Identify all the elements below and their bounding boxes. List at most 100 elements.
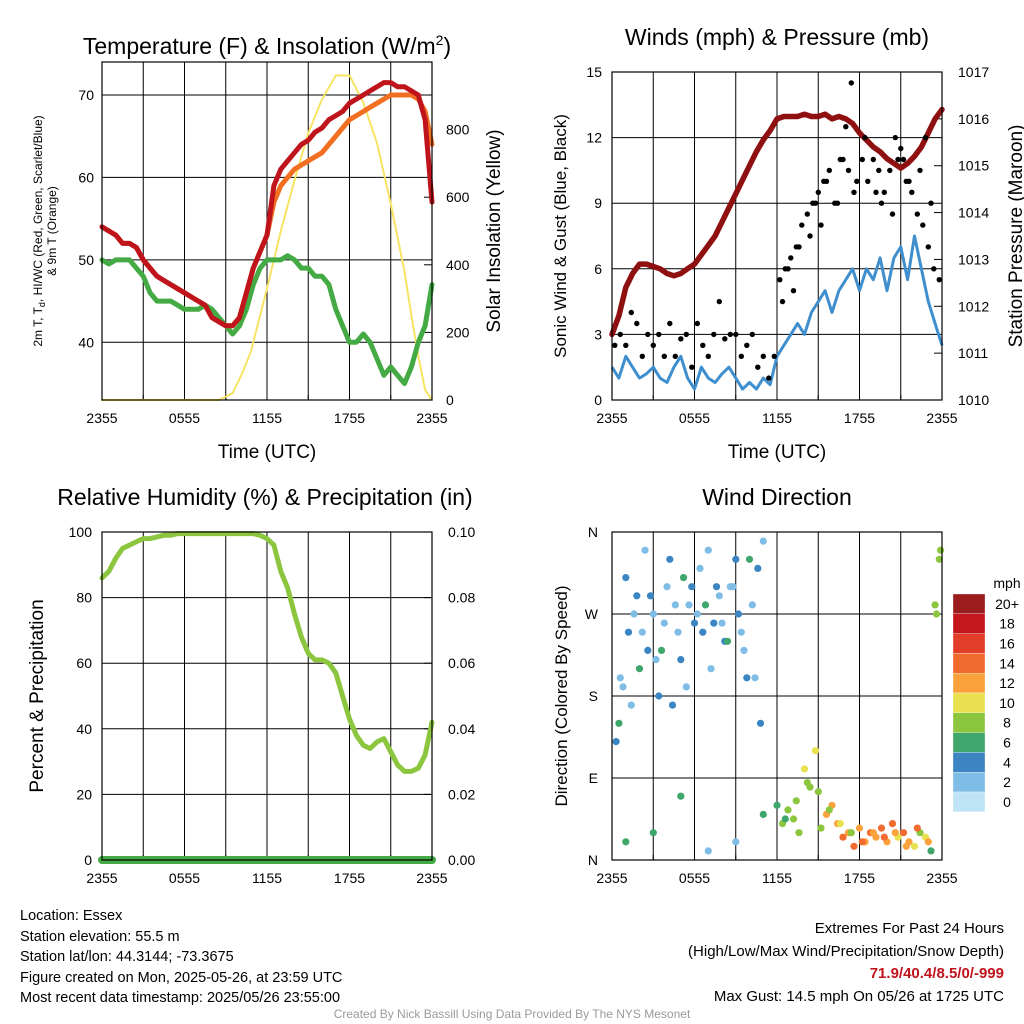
x-tick-label: 2355 <box>926 410 957 426</box>
direction-point <box>633 592 641 600</box>
y-right-tick-label: 1017 <box>958 64 989 80</box>
legend-label: 18 <box>999 616 1015 632</box>
direction-point <box>913 824 921 832</box>
direction-point <box>712 583 721 591</box>
y-right-tick-label: 1015 <box>958 158 989 174</box>
gust-point <box>925 244 931 250</box>
y-tick-label: 60 <box>78 169 94 185</box>
x-tick-label: 2355 <box>86 870 117 886</box>
y-label-part: , HI/WC (Red, Green, Scarlet/Blue) <box>31 115 45 302</box>
legend-swatch <box>952 633 986 654</box>
gust-point <box>705 353 711 359</box>
gust-point <box>785 266 791 272</box>
x-tick-label: 1755 <box>334 410 365 426</box>
direction-point <box>927 847 935 855</box>
y-right-tick-label: 0.10 <box>448 524 475 540</box>
legend-label: 16 <box>999 636 1015 652</box>
direction-point <box>932 610 941 618</box>
extremes-title: Extremes For Past 24 Hours <box>814 920 1004 937</box>
direction-point <box>729 583 737 591</box>
temperature-series-line <box>101 74 433 401</box>
gust-point <box>612 342 618 348</box>
direction-point <box>888 820 897 828</box>
legend-label: 4 <box>1003 754 1011 770</box>
direction-point <box>748 601 756 609</box>
gust-point <box>777 277 783 283</box>
gust-point <box>722 336 728 342</box>
direction-point <box>817 824 825 832</box>
x-tick-label: 0555 <box>169 410 200 426</box>
direction-point <box>814 788 822 796</box>
x-tick-label: 1755 <box>844 410 875 426</box>
gust-point <box>917 167 923 174</box>
gust-point <box>716 298 722 305</box>
direction-point <box>674 628 682 636</box>
x-tick-label: 0555 <box>679 410 710 426</box>
gust-point <box>851 189 857 195</box>
gust-point <box>936 277 942 283</box>
direction-point <box>638 628 646 636</box>
direction-point <box>696 564 704 573</box>
plot-frame <box>611 531 943 861</box>
legend-swatch <box>952 791 986 812</box>
gust-point <box>639 353 645 359</box>
direction-point <box>891 829 899 837</box>
y-tick-label: 100 <box>69 524 93 540</box>
direction-point <box>745 555 754 563</box>
direction-point <box>902 842 910 850</box>
credit-text: Created By Nick Bassill Using Data Provi… <box>333 1007 691 1021</box>
temperature-series-line <box>99 253 435 386</box>
y-tick-label: E <box>589 770 598 786</box>
y-tick-label: 12 <box>586 130 602 146</box>
title-superscript: 2 <box>436 32 444 48</box>
x-tick-label: 1155 <box>762 870 792 886</box>
gust-point <box>826 167 832 174</box>
gust-point <box>818 222 824 228</box>
direction-point <box>737 628 745 636</box>
gust-point <box>865 178 871 184</box>
direction-point <box>718 619 726 627</box>
direction-point <box>649 610 657 618</box>
y-axis-label-line2: & 9m T (Orange) <box>45 186 59 276</box>
legend-label: 10 <box>999 695 1015 711</box>
title-tail: ) <box>443 33 451 59</box>
gust-point <box>683 331 689 338</box>
gust-point <box>807 233 813 239</box>
direction-point <box>619 683 627 691</box>
direction-point <box>792 797 800 805</box>
created-text: Figure created on Mon, 2025-05-26, at 23… <box>20 969 343 986</box>
y-right-tick-label: 0 <box>446 392 454 408</box>
direction-point <box>666 555 674 563</box>
gust-point <box>749 331 755 338</box>
gust-point <box>788 255 794 261</box>
gust-point <box>906 178 912 184</box>
x-tick-label: 1155 <box>252 410 282 426</box>
wind-series-line <box>610 234 944 391</box>
gust-point <box>812 200 819 206</box>
gust-point <box>859 156 865 163</box>
max-gust-text: Max Gust: 14.5 mph On 05/26 at 1725 UTC <box>713 987 1004 1005</box>
y-right-tick-label: 0.08 <box>448 590 475 606</box>
gust-point <box>667 320 673 327</box>
direction-point <box>690 619 699 627</box>
direction-point <box>704 546 712 554</box>
legend-label: 14 <box>999 655 1015 671</box>
direction-point <box>627 701 635 709</box>
direction-point <box>652 656 660 664</box>
direction-point <box>734 610 743 618</box>
y-right-tick-label: 1011 <box>958 345 988 361</box>
direction-point <box>850 842 858 850</box>
gust-point <box>928 200 934 206</box>
gust-point <box>900 156 907 163</box>
pressure-series-line <box>609 106 945 338</box>
legend-swatch <box>952 752 986 773</box>
gust-point <box>617 331 623 338</box>
direction-point <box>759 810 767 819</box>
direction-point <box>655 692 663 700</box>
legend-label: 0 <box>1003 794 1011 810</box>
direction-point <box>784 806 792 814</box>
y-tick-label: 20 <box>76 786 92 802</box>
x-tick-label: 2355 <box>416 870 447 886</box>
legend-swatch <box>952 692 986 713</box>
